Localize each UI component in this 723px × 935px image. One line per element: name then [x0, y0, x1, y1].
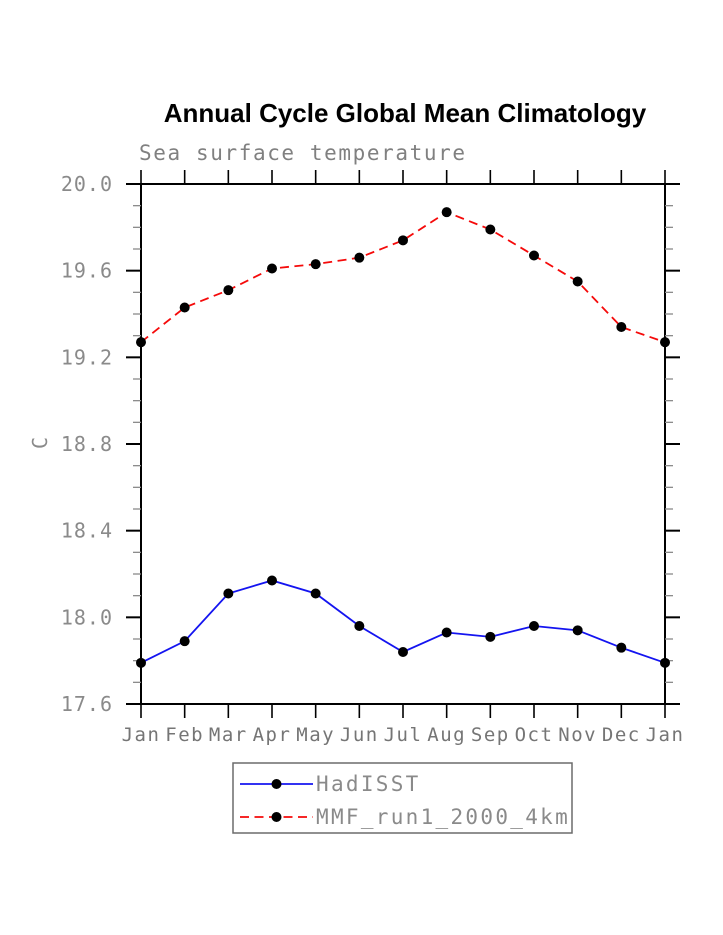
data-point-marker	[572, 276, 583, 287]
data-point-marker	[441, 207, 452, 218]
x-tick-label: Mar	[209, 724, 248, 746]
y-tick-label: 17.6	[61, 692, 113, 716]
series-line-MMF_run1_2000_4km	[140, 211, 666, 344]
x-tick-label: Dec	[602, 724, 641, 746]
data-point-marker	[267, 263, 277, 274]
legend-marker-dot	[271, 812, 282, 822]
x-tick-label: Nov	[558, 724, 597, 746]
data-point-marker	[398, 235, 408, 246]
data-point-marker	[310, 588, 321, 599]
y-tick-label: 20.0	[61, 172, 113, 196]
x-tick-label: Oct	[515, 724, 554, 746]
data-point-marker	[529, 621, 539, 631]
data-point-marker	[660, 337, 670, 348]
data-point-marker	[616, 642, 627, 653]
x-tick-label: Jan	[122, 724, 161, 746]
x-tick-label: Aug	[427, 724, 466, 746]
data-point-marker	[529, 250, 539, 261]
data-point-marker	[310, 259, 321, 270]
y-tick-label: 18.8	[61, 432, 113, 456]
y-tick-label: 19.2	[61, 345, 113, 369]
x-tick-label: Jan	[646, 724, 685, 746]
y-tick-label: 18.0	[61, 605, 113, 629]
x-tick-label: Feb	[165, 724, 204, 746]
x-tick-label: Apr	[253, 724, 292, 746]
data-point-marker	[660, 657, 670, 668]
legend-marker-dot	[271, 779, 282, 789]
data-point-marker	[179, 636, 190, 647]
legend-label: HadISST	[316, 772, 421, 796]
data-point-marker	[179, 302, 190, 313]
data-point-marker	[136, 337, 146, 348]
data-point-marker	[485, 224, 496, 235]
data-point-marker	[572, 625, 583, 636]
chart-title: Annual Cycle Global Mean Climatology	[164, 98, 647, 128]
x-tick-label: Jun	[340, 724, 379, 746]
data-point-marker	[441, 627, 452, 638]
chart-subtitle: Sea surface temperature	[139, 141, 467, 165]
x-tick-label: Sep	[471, 724, 510, 746]
y-tick-label: 18.4	[61, 519, 113, 543]
data-point-marker	[223, 285, 234, 296]
y-axis-title: C	[28, 437, 52, 449]
legend: HadISST MMF_run1_2000_4km	[232, 762, 573, 834]
data-point-marker	[223, 588, 234, 599]
plot-frame	[140, 183, 666, 705]
data-point-marker	[616, 322, 627, 332]
data-point-marker	[136, 657, 146, 668]
x-tick-label: Jul	[384, 724, 423, 746]
data-point-marker	[267, 575, 277, 586]
y-tick-label: 19.6	[61, 259, 113, 283]
data-point-marker	[354, 252, 365, 263]
x-tick-label: May	[296, 724, 335, 746]
legend-label: MMF_run1_2000_4km	[316, 805, 570, 829]
data-point-marker	[354, 621, 365, 631]
data-point-marker	[485, 631, 496, 642]
legend-box	[232, 762, 573, 834]
data-point-marker	[398, 647, 408, 657]
